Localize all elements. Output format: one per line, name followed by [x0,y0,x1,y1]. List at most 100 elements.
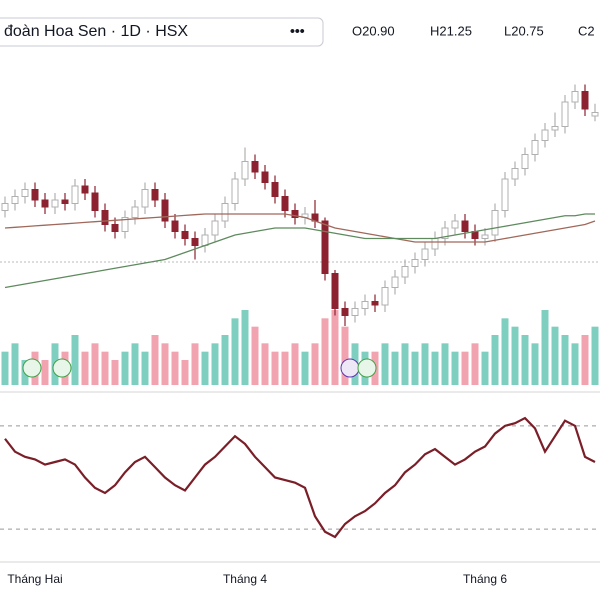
x-tick-label: Tháng Hai [7,572,62,586]
more-button[interactable]: ••• [290,23,305,39]
volume-bar [181,360,189,385]
volume-bar [411,351,419,385]
candle-body [211,220,219,236]
candle-body [521,154,529,169]
moving-average [4,213,596,243]
candle-body [411,259,419,267]
event-marker[interactable] [22,358,42,378]
volume-bar [551,326,559,385]
volume-bar [111,360,119,385]
volume-bar [171,351,179,385]
volume-bar [121,351,129,385]
candle-body [401,266,409,278]
candle-body [241,161,249,180]
candle-body [531,140,539,155]
volume-bar [91,343,99,385]
candle-body [471,231,479,239]
volume-bar [1,351,9,385]
x-tick-label: Tháng 6 [463,572,507,586]
candle-body [451,220,459,229]
candle-body [571,91,579,103]
volume-bar [481,351,489,385]
volume-bar [441,343,449,385]
candle-body [181,231,189,239]
ohlc-value: O20.90 [352,23,395,38]
volume-bar [591,326,599,385]
candle-body [201,234,209,246]
candle-body [281,196,289,211]
rsi-line [4,416,596,539]
candle-body [331,273,339,309]
volume-bar [571,343,579,385]
candle-body [231,178,239,204]
candle-body [431,238,439,250]
candle-body [361,301,369,309]
volume-bar [531,343,539,385]
candle-body [51,199,59,208]
candle-body [441,227,449,239]
volume-bar [461,351,469,385]
volume-bar [191,343,199,385]
candle-body [391,276,399,288]
volume-bar [281,351,289,385]
candle-body [191,238,199,246]
candle-body [111,224,119,232]
candle-body [581,91,589,110]
candle-body [561,101,569,127]
volume-bar [141,351,149,385]
candle-body [11,196,19,204]
event-markers [22,358,377,378]
volume-bar [71,335,79,385]
candle-body [341,308,349,316]
candle-body [31,189,39,201]
volume-bar [341,326,349,385]
candle-body [141,189,149,208]
volume-bar [511,326,519,385]
volume-bar [81,351,89,385]
volume-bar [491,335,499,385]
candle-body [371,301,379,306]
volume-bar [101,351,109,385]
candle-body [151,189,159,201]
candle-body [481,234,489,239]
candle-body [71,185,79,204]
volume-bar [501,318,509,385]
event-marker[interactable] [340,358,360,378]
event-marker[interactable] [52,358,72,378]
volume-bar [211,343,219,385]
candle-body [461,220,469,232]
volume-bar [521,335,529,385]
candle-body [221,203,229,222]
candle-body [61,199,69,204]
volume-bar [311,343,319,385]
candle-body [591,112,599,117]
event-marker[interactable] [357,358,377,378]
candle-body [101,210,109,225]
candle-body [261,171,269,183]
ohlc-value: C2 [578,23,595,38]
ohlc-value: L20.75 [504,23,544,38]
volume-bar [331,310,339,385]
volume-bar [401,343,409,385]
volume-bar [271,351,279,385]
volume-bar [421,343,429,385]
symbol-box[interactable] [0,17,324,47]
volume-bar [151,335,159,385]
volume-bar [581,335,589,385]
candle-body [491,210,499,236]
volume-bar [241,310,249,385]
candle-body [251,161,259,173]
candle-body [351,308,359,316]
candle-body [541,129,549,141]
volume-bar [321,318,329,385]
volume-bar [231,318,239,385]
volume-bar [41,360,49,385]
volume-bar [261,343,269,385]
candle-body [121,217,129,232]
candle-body [81,185,89,194]
volume-bar [451,351,459,385]
volume-bar [291,343,299,385]
volume-bar [251,326,259,385]
volume-bar [541,310,549,385]
